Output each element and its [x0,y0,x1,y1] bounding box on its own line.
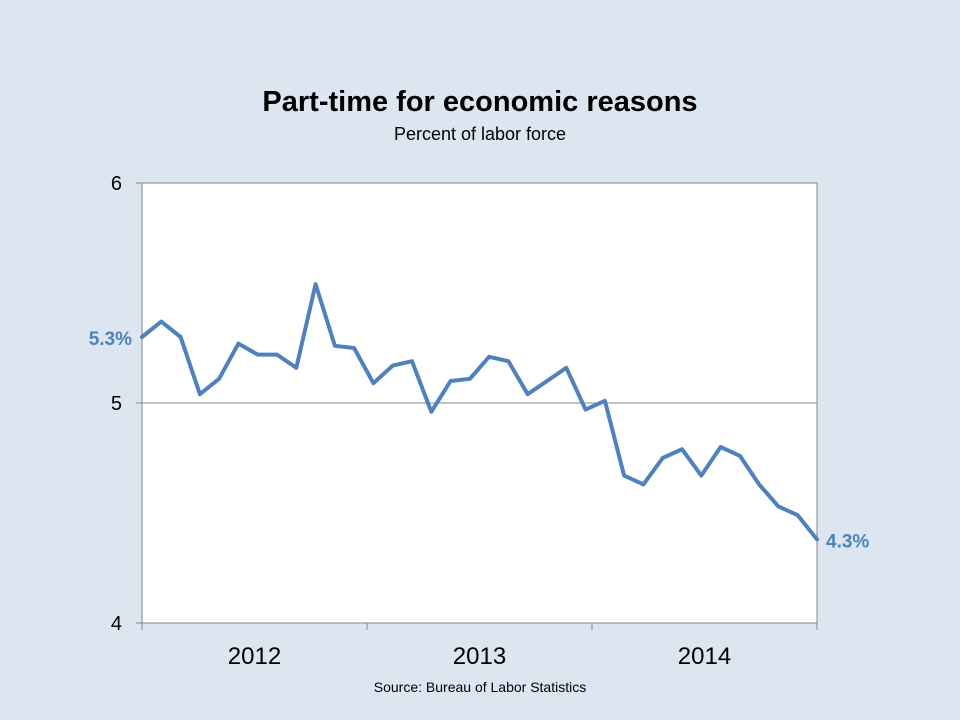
y-tick-label: 4 [111,613,122,635]
x-tick-label: 2014 [678,643,731,670]
x-tick-label: 2013 [453,643,506,670]
y-tick-label: 5 [111,393,122,415]
start-value-label: 5.3% [89,329,132,350]
chart-subtitle: Percent of labor force [393,124,567,144]
end-value-label: 4.3% [826,531,869,552]
y-tick-label: 6 [111,173,122,195]
series-line [140,282,819,542]
source-note: Source: Bureau of Labor Statistics [373,679,587,695]
chart-title: Part-time for economic reasons [262,86,698,118]
x-tick-label: 2012 [228,643,281,670]
